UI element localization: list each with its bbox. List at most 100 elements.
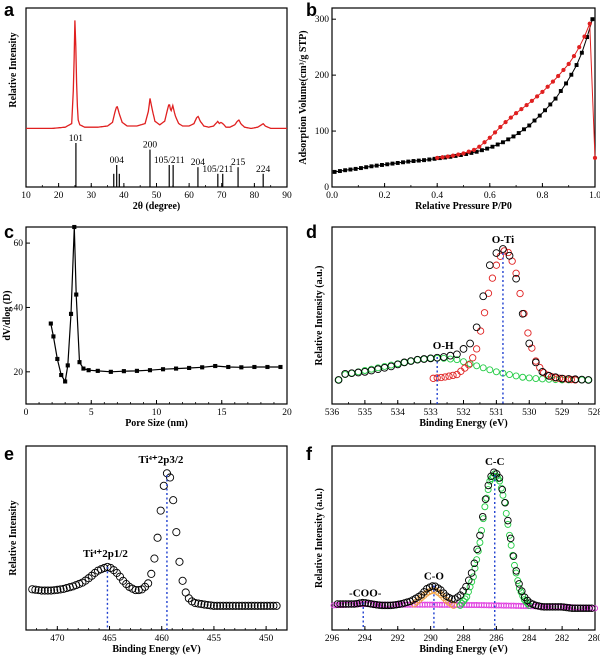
- x-tick-label: 10: [21, 191, 31, 201]
- adsorption-point: [332, 169, 337, 174]
- adsorption-point: [358, 166, 363, 171]
- adsorption-point: [416, 158, 421, 163]
- x-tick-label: 455: [207, 634, 222, 644]
- adsorption-point: [485, 146, 490, 151]
- data-point: [545, 372, 553, 380]
- adsorption-point: [553, 96, 558, 101]
- annotation-label: C-O: [424, 570, 445, 582]
- cc-component-point: [469, 573, 477, 581]
- cc-component-point: [483, 494, 490, 502]
- data-point: [341, 370, 350, 378]
- data-point: [358, 598, 367, 607]
- pore-point: [65, 363, 70, 368]
- adsorption-point: [501, 140, 505, 145]
- plot-frame-d: [331, 226, 596, 405]
- x-tick-label: 470: [50, 634, 65, 644]
- desorption-point: [534, 94, 540, 99]
- y-tick-label: 200: [315, 71, 330, 81]
- reference-label: 101: [69, 134, 84, 144]
- data-point: [576, 604, 585, 613]
- x-tick-label: 288: [456, 634, 471, 644]
- x-axis-label: Binding Energy (eV): [112, 644, 200, 655]
- panel-b: 0.0 0.2 0.4 0.6 0.8 1.0 0 100 200 300 Relative Pre…: [298, 7, 600, 212]
- x-tick-label: 15: [217, 408, 227, 418]
- data-point: [466, 339, 474, 348]
- data-point: [537, 602, 546, 611]
- data-point: [50, 586, 59, 595]
- data-point: [484, 481, 493, 490]
- desorption-point: [456, 152, 461, 157]
- adsorption-point: [490, 144, 495, 149]
- data-point: [62, 583, 71, 593]
- data-point: [397, 600, 406, 608]
- data-point: [420, 355, 428, 363]
- desorption-point: [592, 155, 598, 161]
- adsorption-point: [369, 164, 374, 169]
- oti-component-point: [536, 363, 544, 372]
- desorption-point: [503, 119, 508, 125]
- data-point: [259, 601, 269, 610]
- y-axis-label: Relative Intensity: [8, 32, 19, 107]
- x-tick-label: 1.0: [589, 191, 600, 201]
- x-tick-label: 280: [588, 634, 600, 644]
- data-point: [68, 582, 78, 591]
- oh-component-point: [525, 374, 533, 382]
- panel-letter-b: b: [306, 0, 317, 20]
- data-point: [266, 601, 275, 610]
- oh-component-point: [453, 356, 461, 364]
- x-tick-label: 286: [489, 634, 504, 644]
- oh-component-point: [479, 364, 487, 372]
- panel-letter-c: c: [4, 222, 14, 242]
- annotation-label: Ti⁴⁺2p3/2: [138, 454, 183, 466]
- data-point: [389, 601, 398, 609]
- oh-component-point: [466, 360, 474, 368]
- data-point: [378, 601, 386, 610]
- adsorption-point: [564, 81, 569, 86]
- data-point: [512, 274, 520, 283]
- pore-point: [226, 364, 231, 370]
- desorption-point: [450, 153, 456, 158]
- oti-component-point: [476, 327, 485, 335]
- data-point: [470, 559, 479, 568]
- oti-component-point: [480, 309, 489, 317]
- data-point: [509, 552, 518, 560]
- data-point: [347, 600, 356, 608]
- baseline-point: [330, 602, 337, 609]
- data-point: [40, 586, 49, 595]
- oti-component-point: [528, 344, 536, 352]
- pore-point: [252, 364, 257, 370]
- data-point: [37, 586, 46, 595]
- oh-component-point: [519, 373, 527, 381]
- adsorption-point: [374, 163, 379, 168]
- data-point: [336, 600, 344, 608]
- panel-d: 536 535 534 533 532 531 530 529 528 Binding Energ…: [314, 226, 600, 429]
- data-point: [518, 309, 527, 318]
- data-point: [400, 358, 409, 367]
- data-point: [367, 600, 375, 608]
- x-tick-label: 292: [391, 634, 406, 644]
- data-point: [573, 604, 582, 613]
- x-tick-label: 528: [588, 408, 600, 418]
- x-tick-label: 10: [152, 408, 162, 418]
- x-tick-label: 0.4: [431, 191, 443, 201]
- data-point: [334, 376, 343, 384]
- panel-letter-e: e: [4, 444, 14, 464]
- data-point: [395, 600, 403, 609]
- annotation-label: -COO-: [349, 588, 382, 600]
- pore-point: [72, 224, 77, 230]
- data-point: [234, 601, 244, 610]
- data-point: [213, 601, 222, 610]
- data-point: [370, 600, 378, 609]
- x-tick-label: 0.0: [326, 191, 338, 201]
- adsorption-point: [353, 166, 358, 171]
- data-point: [65, 583, 74, 592]
- data-point: [381, 601, 389, 610]
- reference-label: 004: [110, 156, 125, 166]
- data-point: [333, 600, 342, 608]
- desorption-point: [545, 84, 550, 89]
- data-point: [34, 586, 43, 595]
- oti-component-point: [465, 361, 473, 369]
- oti-component-point: [472, 345, 481, 353]
- cc-component-point: [504, 520, 512, 528]
- data-point: [579, 604, 588, 613]
